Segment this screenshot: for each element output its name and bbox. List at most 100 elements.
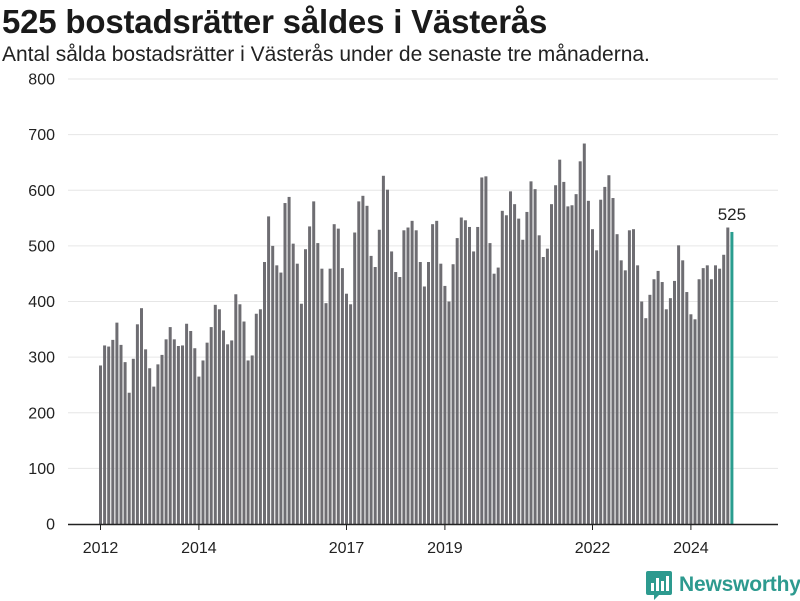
bar <box>714 265 717 524</box>
bar <box>422 286 426 524</box>
bar <box>131 358 135 524</box>
bar <box>287 196 291 524</box>
bar <box>418 262 422 524</box>
bar <box>242 321 246 524</box>
bar <box>176 346 180 524</box>
bar <box>595 250 599 524</box>
bar <box>222 330 225 524</box>
bar <box>603 186 607 524</box>
bar <box>144 349 148 524</box>
bar <box>263 262 266 524</box>
newsworthy-logo: Newsworthy <box>645 569 800 601</box>
bar <box>525 211 529 524</box>
bar <box>398 277 402 524</box>
bar <box>701 268 705 525</box>
bar <box>550 204 553 524</box>
bar <box>533 189 537 524</box>
bar <box>271 245 275 525</box>
bar <box>328 268 332 524</box>
bar <box>123 362 127 524</box>
bar <box>226 344 230 524</box>
bar <box>455 238 459 524</box>
bar <box>607 175 611 525</box>
bar <box>99 365 102 524</box>
bar <box>201 360 205 524</box>
bar <box>681 260 685 524</box>
bar <box>586 200 590 524</box>
bar <box>463 220 467 525</box>
bar <box>148 368 152 524</box>
bar <box>513 204 517 524</box>
bar <box>193 348 197 524</box>
bar <box>345 293 348 524</box>
bar <box>304 249 307 524</box>
bar <box>664 309 668 524</box>
axes <box>68 523 778 530</box>
y-tick-label: 200 <box>28 405 55 422</box>
bar <box>545 248 549 524</box>
y-tick-label: 100 <box>28 461 55 478</box>
bar <box>119 344 123 524</box>
bar <box>107 346 111 524</box>
bar <box>705 265 709 524</box>
bar <box>689 314 693 524</box>
bar <box>472 251 476 524</box>
bar <box>205 342 209 524</box>
bar <box>250 355 254 524</box>
bars <box>99 143 734 525</box>
newsworthy-logo-icon <box>646 571 672 600</box>
bar <box>213 304 217 524</box>
bar <box>340 268 344 525</box>
bar <box>275 265 279 524</box>
bar <box>267 216 271 524</box>
bar <box>295 263 299 524</box>
bar <box>500 210 504 524</box>
bar <box>308 226 312 524</box>
y-tick-label: 800 <box>28 72 55 89</box>
bar <box>152 386 156 524</box>
bar <box>168 327 172 524</box>
bar <box>431 224 435 524</box>
bar <box>496 267 500 524</box>
bar <box>537 235 541 524</box>
bar <box>529 181 533 524</box>
y-tick-label: 500 <box>28 238 55 255</box>
bar <box>591 229 594 524</box>
bar <box>230 340 234 524</box>
bar <box>709 279 713 524</box>
bar <box>238 304 242 524</box>
bar <box>394 272 398 524</box>
bar <box>443 285 447 524</box>
bar <box>197 376 201 524</box>
bar <box>103 345 107 524</box>
bar <box>648 294 652 524</box>
bar <box>386 189 389 524</box>
bar <box>373 267 377 524</box>
bar <box>451 264 455 524</box>
bar <box>566 206 570 524</box>
bar <box>570 205 574 524</box>
bar <box>636 265 640 524</box>
bar <box>677 245 681 524</box>
bar <box>611 198 615 525</box>
bar <box>640 301 644 524</box>
bar <box>258 309 262 524</box>
bar <box>492 273 496 524</box>
bar <box>189 330 193 524</box>
bar <box>619 260 623 524</box>
bar <box>504 215 508 524</box>
bar <box>627 230 631 525</box>
bar <box>447 301 451 524</box>
bar <box>623 270 627 524</box>
bar <box>656 270 660 524</box>
bar <box>361 195 365 524</box>
bar <box>414 230 418 525</box>
bar <box>291 243 295 524</box>
bar <box>127 392 131 524</box>
bar <box>164 339 168 524</box>
bar <box>115 322 119 524</box>
bar <box>156 364 160 524</box>
bar <box>406 227 410 524</box>
bar <box>324 303 328 524</box>
